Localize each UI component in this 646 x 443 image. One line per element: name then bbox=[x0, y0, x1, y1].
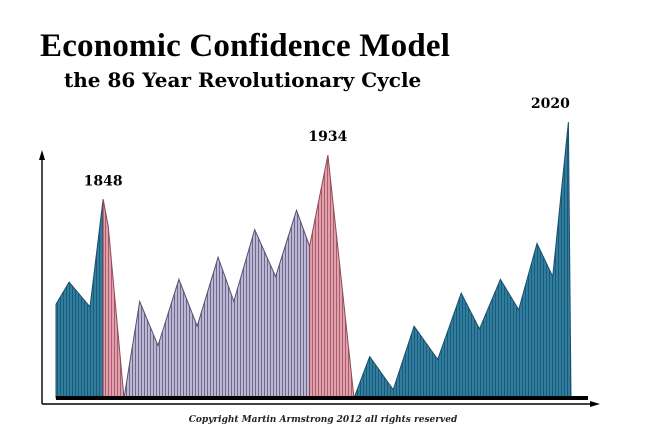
wave-decline-4 bbox=[309, 155, 355, 399]
x-axis-arrow bbox=[590, 401, 600, 407]
peak-label-2020: 2020 bbox=[531, 96, 570, 112]
peak-label-1934: 1934 bbox=[308, 129, 347, 145]
wave-private-3 bbox=[123, 208, 311, 399]
wave-public-5 bbox=[353, 121, 572, 399]
wave-public-1 bbox=[55, 199, 109, 399]
peak-label-1848: 1848 bbox=[84, 173, 123, 189]
y-axis-arrow bbox=[39, 150, 45, 160]
chart-title: Economic Confidence Model bbox=[40, 28, 451, 64]
copyright-notice: Copyright Martin Armstrong 2012 all righ… bbox=[188, 415, 458, 425]
chart-subtitle: the 86 Year Revolutionary Cycle bbox=[64, 68, 422, 92]
wave-decline-2 bbox=[102, 199, 125, 399]
